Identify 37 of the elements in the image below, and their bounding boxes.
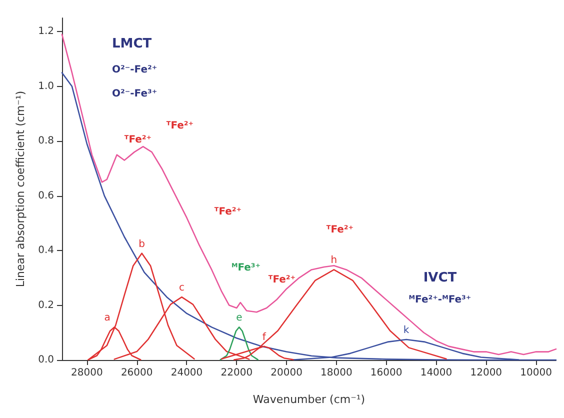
- x-tick-label: 20000: [270, 368, 302, 378]
- y-tick-label: 0.2: [38, 300, 54, 311]
- x-tick-label: 26000: [120, 368, 153, 378]
- annotation: ᵀFe²⁺: [166, 120, 194, 132]
- series-label: b: [138, 238, 146, 250]
- x-tick-label: 28000: [71, 368, 103, 378]
- x-tick-label: 10000: [520, 368, 552, 378]
- series-label: f: [262, 332, 266, 343]
- y-tick-label: 0.0: [38, 354, 54, 366]
- y-tick-label: 0.4: [38, 245, 54, 256]
- x-tick-label: 16000: [370, 368, 402, 378]
- annotation: ᵀFe²⁺: [268, 274, 296, 286]
- x-tick-label: 24000: [170, 368, 203, 378]
- x-tick-label: 18000: [320, 368, 352, 378]
- annotation: ᵀFe²⁺: [326, 224, 354, 236]
- y-tick-label: 0.6: [38, 190, 54, 202]
- series-label: c: [179, 282, 185, 294]
- y-tick-label: 1.2: [38, 26, 54, 38]
- annotation: LMCT: [112, 36, 152, 52]
- series-label: a: [104, 312, 110, 324]
- x-tick-label: 12000: [470, 368, 502, 378]
- annotation: IVCT: [423, 270, 457, 286]
- y-tick-label: 1.0: [38, 80, 54, 92]
- annotation: O²⁻-Fe²⁺: [112, 64, 158, 76]
- x-axis-title: Wavenumber (cm⁻¹): [252, 393, 366, 406]
- x-tick-label: 14000: [420, 368, 452, 378]
- annotation: ᵀFe²⁺: [124, 134, 152, 146]
- x-tick-label: 22000: [220, 368, 253, 378]
- series-label: k: [403, 324, 410, 336]
- annotation: ᴹFe²⁺-ᴹFe³⁺: [408, 294, 472, 306]
- series-label: h: [330, 255, 338, 266]
- annotation: ᵀFe²⁺: [214, 206, 242, 218]
- annotation: O²⁻-Fe³⁺: [112, 88, 158, 100]
- annotation: ᴹFe³⁺: [231, 262, 261, 274]
- y-tick-label: 0.8: [38, 136, 54, 147]
- series-label: e: [236, 312, 242, 324]
- y-axis-title: Linear absorption coefficient (cm⁻¹): [14, 90, 27, 288]
